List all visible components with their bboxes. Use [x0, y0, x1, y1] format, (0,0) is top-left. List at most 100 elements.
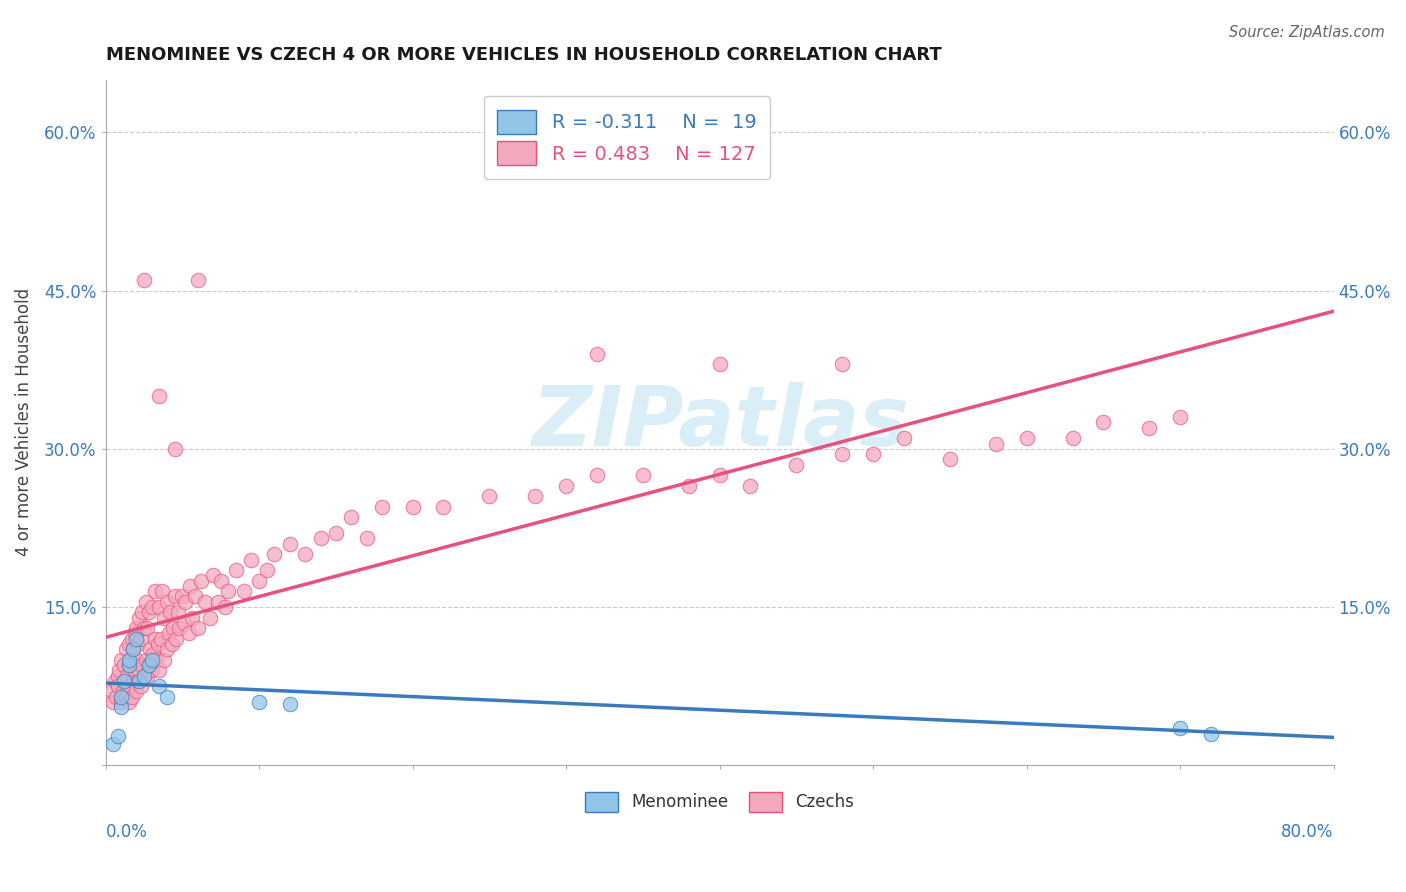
- Point: [162, 621, 184, 635]
- Point: [121, 632, 143, 646]
- Point: [194, 595, 217, 609]
- Point: [159, 605, 181, 619]
- Point: [131, 605, 153, 619]
- Point: [278, 537, 301, 551]
- Point: [114, 690, 136, 704]
- Point: [157, 626, 180, 640]
- Point: [110, 695, 132, 709]
- Point: [125, 632, 148, 646]
- Point: [148, 389, 170, 403]
- Legend: Menominee, Czechs: Menominee, Czechs: [578, 785, 860, 819]
- Point: [112, 673, 135, 688]
- Point: [125, 621, 148, 635]
- Point: [114, 642, 136, 657]
- Point: [232, 584, 254, 599]
- Point: [180, 610, 202, 624]
- Point: [478, 489, 501, 503]
- Y-axis label: 4 or more Vehicles in Household: 4 or more Vehicles in Household: [15, 288, 32, 557]
- Point: [127, 637, 149, 651]
- Point: [122, 642, 145, 657]
- Point: [247, 695, 270, 709]
- Point: [371, 500, 394, 514]
- Point: [101, 684, 124, 698]
- Point: [173, 615, 195, 630]
- Point: [225, 563, 247, 577]
- Point: [110, 690, 132, 704]
- Point: [240, 552, 263, 566]
- Point: [138, 658, 160, 673]
- Point: [1062, 431, 1084, 445]
- Point: [631, 468, 654, 483]
- Point: [135, 595, 157, 609]
- Point: [118, 658, 141, 673]
- Point: [432, 500, 454, 514]
- Point: [214, 599, 236, 614]
- Point: [174, 595, 197, 609]
- Point: [356, 532, 378, 546]
- Point: [152, 584, 174, 599]
- Point: [112, 658, 135, 673]
- Point: [401, 500, 423, 514]
- Point: [118, 653, 141, 667]
- Point: [136, 621, 159, 635]
- Point: [132, 668, 155, 682]
- Point: [1015, 431, 1038, 445]
- Point: [143, 632, 166, 646]
- Point: [183, 590, 205, 604]
- Point: [107, 679, 129, 693]
- Point: [145, 653, 167, 667]
- Point: [128, 610, 150, 624]
- Point: [129, 632, 152, 646]
- Point: [148, 679, 170, 693]
- Point: [129, 679, 152, 693]
- Point: [294, 547, 316, 561]
- Point: [118, 637, 141, 651]
- Point: [207, 595, 229, 609]
- Point: [105, 690, 128, 704]
- Point: [172, 590, 194, 604]
- Point: [169, 621, 191, 635]
- Point: [103, 737, 125, 751]
- Point: [110, 653, 132, 667]
- Point: [136, 668, 159, 682]
- Point: [156, 690, 179, 704]
- Point: [115, 668, 138, 682]
- Point: [190, 574, 212, 588]
- Point: [678, 479, 700, 493]
- Point: [177, 626, 200, 640]
- Point: [160, 637, 183, 651]
- Point: [143, 584, 166, 599]
- Text: ZIPatlas: ZIPatlas: [530, 382, 908, 463]
- Point: [709, 468, 731, 483]
- Point: [138, 658, 160, 673]
- Point: [118, 695, 141, 709]
- Point: [263, 547, 285, 561]
- Point: [141, 653, 163, 667]
- Point: [179, 579, 201, 593]
- Point: [115, 684, 138, 698]
- Point: [785, 458, 807, 472]
- Point: [1092, 416, 1115, 430]
- Point: [340, 510, 363, 524]
- Point: [862, 447, 884, 461]
- Point: [146, 637, 169, 651]
- Point: [120, 679, 142, 693]
- Text: 80.0%: 80.0%: [1281, 823, 1334, 841]
- Point: [135, 653, 157, 667]
- Point: [984, 436, 1007, 450]
- Point: [202, 568, 225, 582]
- Point: [585, 347, 607, 361]
- Point: [198, 610, 221, 624]
- Point: [893, 431, 915, 445]
- Point: [309, 532, 332, 546]
- Point: [524, 489, 547, 503]
- Point: [163, 442, 186, 456]
- Point: [555, 479, 578, 493]
- Point: [118, 658, 141, 673]
- Point: [138, 605, 160, 619]
- Point: [1168, 721, 1191, 735]
- Point: [121, 690, 143, 704]
- Point: [124, 626, 146, 640]
- Point: [132, 273, 155, 287]
- Point: [1168, 410, 1191, 425]
